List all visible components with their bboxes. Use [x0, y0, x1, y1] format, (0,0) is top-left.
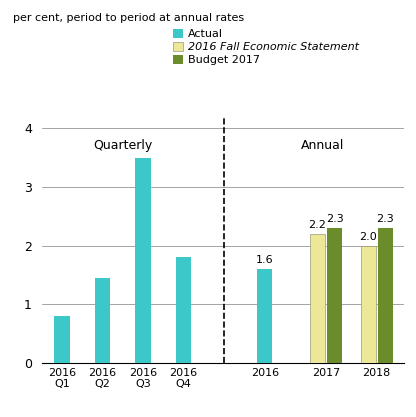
Text: Quarterly: Quarterly	[93, 139, 152, 152]
Text: 2.2: 2.2	[309, 220, 327, 230]
Text: 2.3: 2.3	[326, 214, 344, 224]
Bar	[378, 228, 393, 363]
Bar	[176, 257, 191, 363]
Bar	[361, 246, 376, 363]
Bar	[54, 316, 69, 363]
Text: 2.3: 2.3	[376, 214, 394, 224]
Text: Annual: Annual	[301, 139, 344, 152]
Text: 2.0: 2.0	[359, 231, 377, 241]
Legend: Actual, 2016 Fall Economic Statement, Budget 2017: Actual, 2016 Fall Economic Statement, Bu…	[173, 29, 359, 65]
Bar	[257, 269, 272, 363]
Bar	[135, 158, 151, 363]
Bar	[310, 234, 325, 363]
Text: per cent, period to period at annual rates: per cent, period to period at annual rat…	[12, 13, 244, 23]
Text: 1.6: 1.6	[256, 255, 274, 265]
Bar	[95, 278, 110, 363]
Bar	[327, 228, 342, 363]
